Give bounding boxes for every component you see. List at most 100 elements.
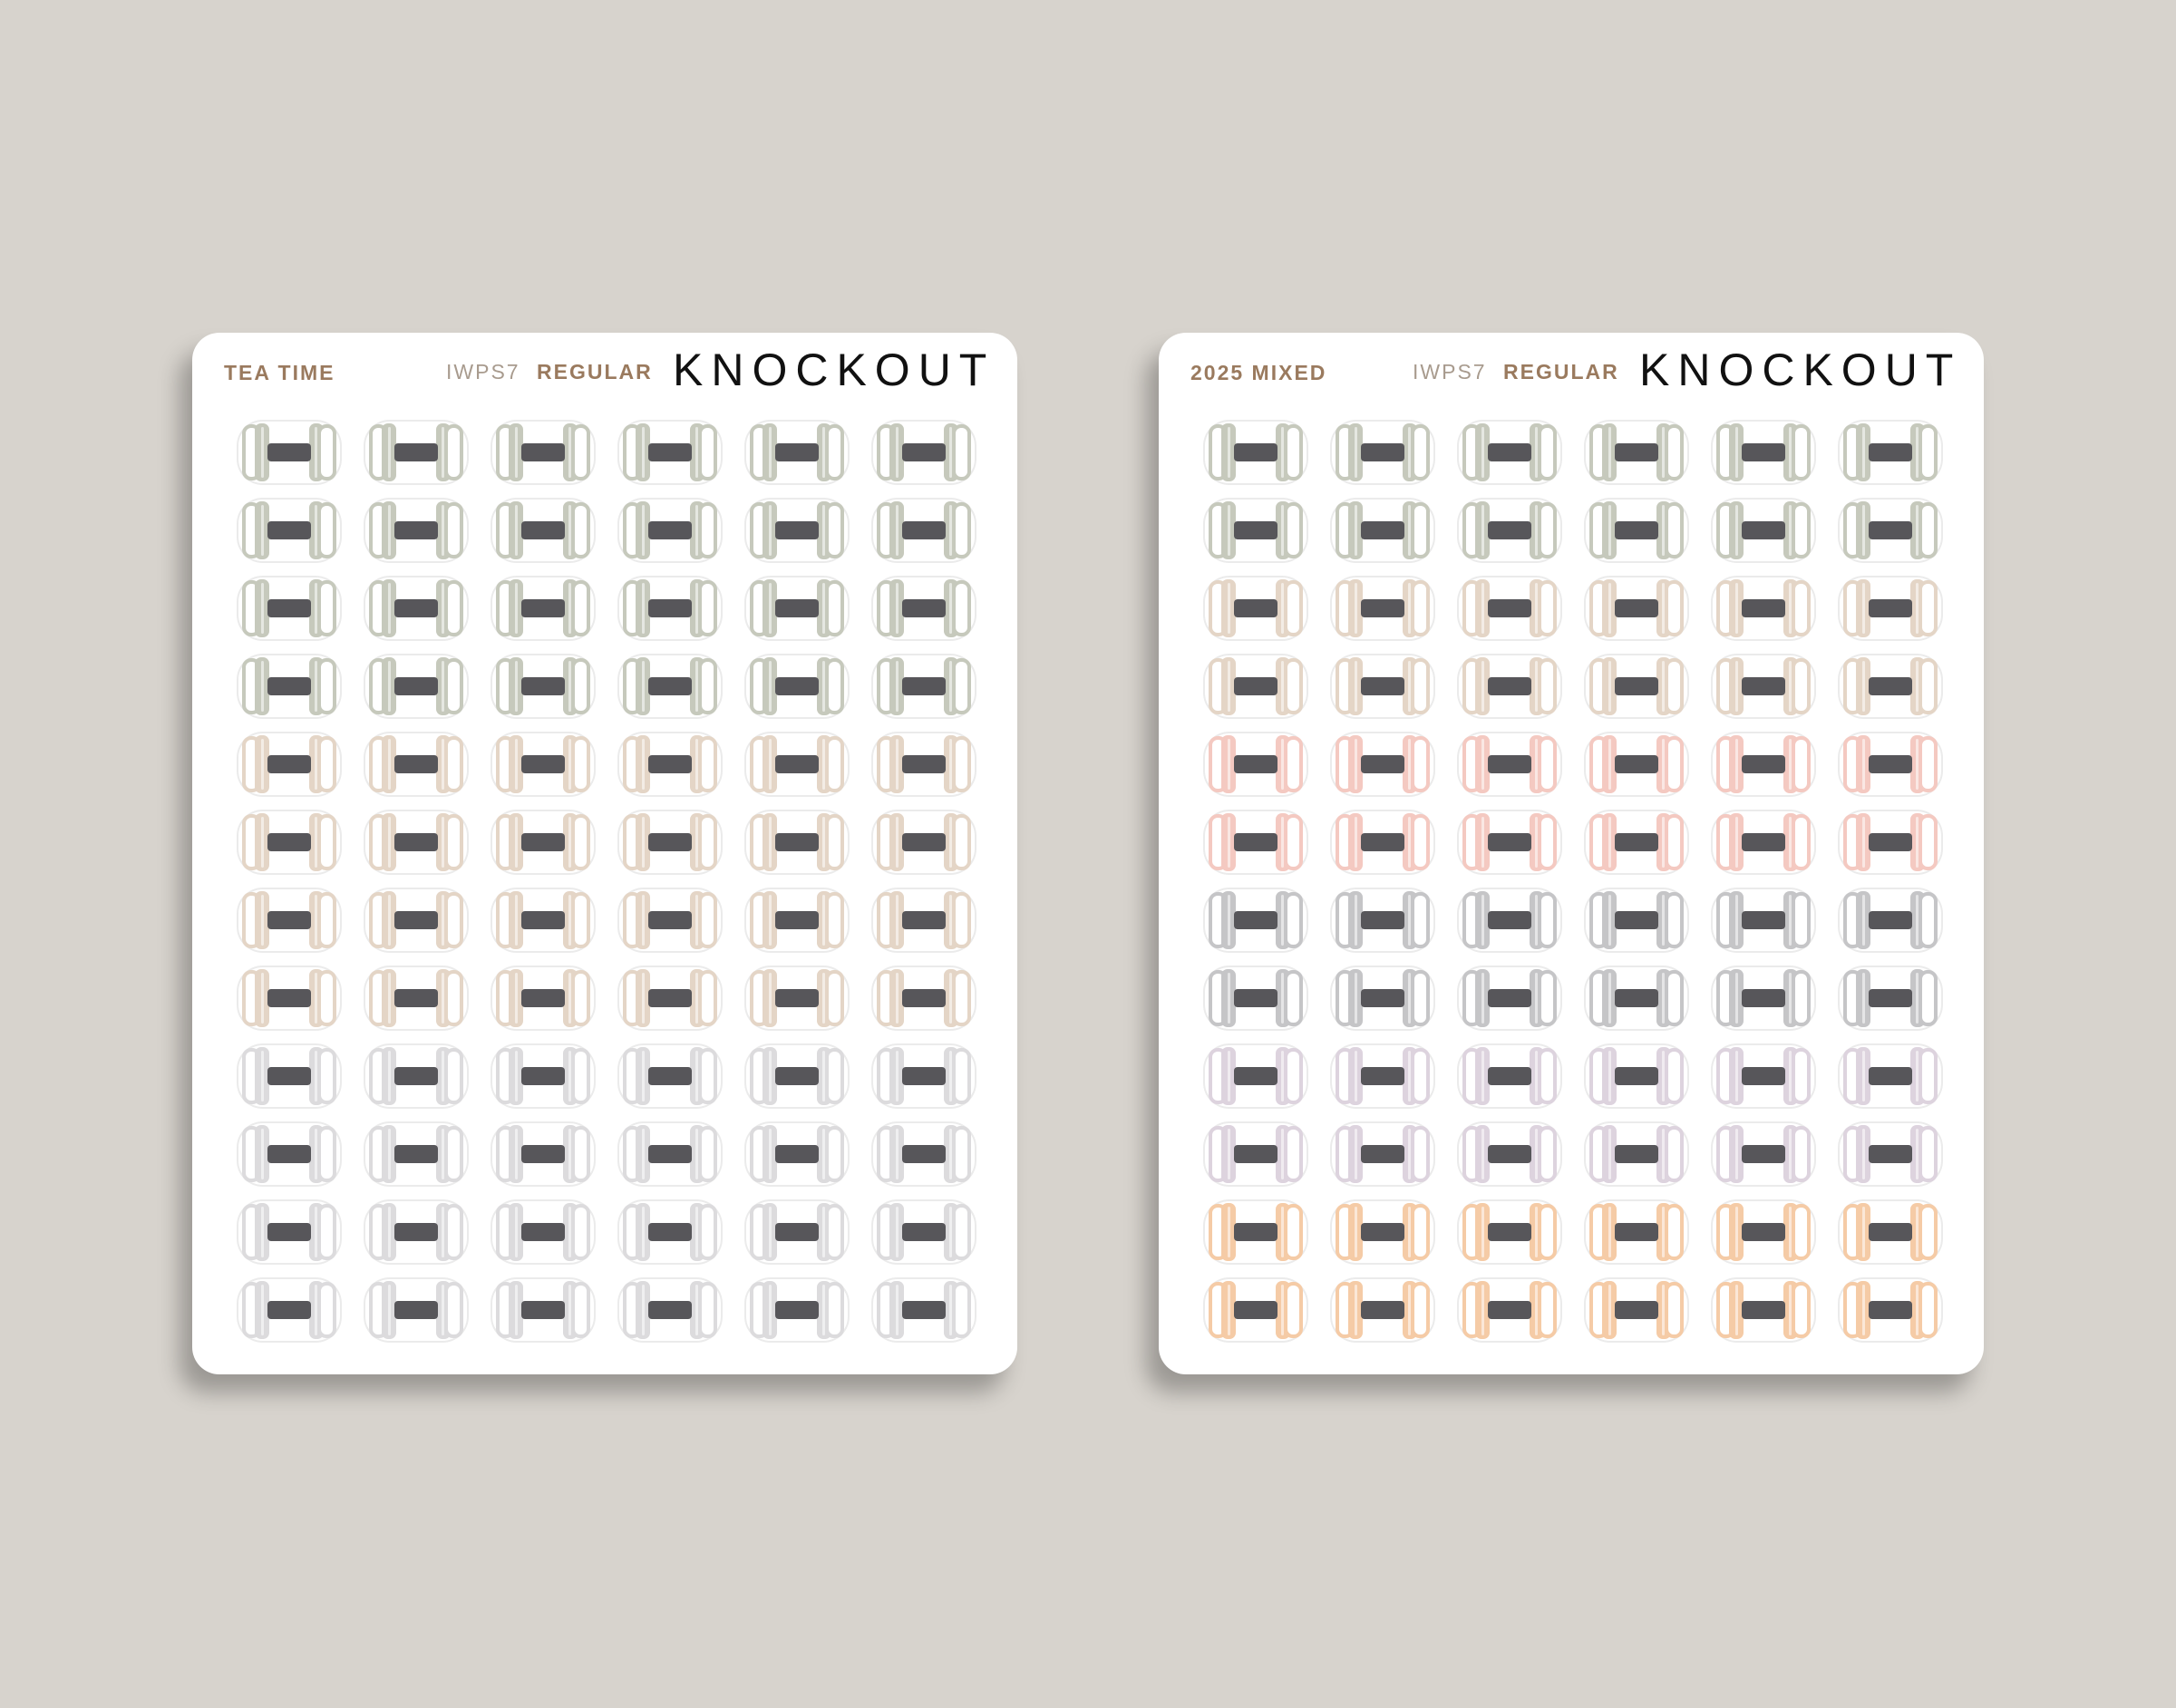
dumbbell-sticker [1709, 496, 1818, 565]
dumbbell-sticker [1709, 886, 1818, 955]
dumbbell-sticker [1328, 1120, 1437, 1189]
dumbbell-sticker [489, 886, 597, 955]
dumbbell-icon [491, 576, 596, 641]
sheet-code: IWPS7 [446, 360, 520, 383]
dumbbell-icon [1838, 1199, 1943, 1265]
dumbbell-sticker [362, 886, 471, 955]
dumbbell-icon [1203, 966, 1308, 1031]
dumbbell-icon [1711, 576, 1816, 641]
dumbbell-sticker [1455, 1042, 1564, 1111]
dumbbell-icon [1711, 888, 1816, 953]
dumbbell-icon [871, 576, 976, 641]
dumbbell-icon [237, 576, 342, 641]
dumbbell-sticker [235, 1120, 344, 1189]
dumbbell-icon [1330, 732, 1435, 797]
dumbbell-icon [364, 888, 469, 953]
dumbbell-icon [237, 1043, 342, 1109]
dumbbell-sticker [1201, 1198, 1310, 1266]
dumbbell-icon [744, 1199, 850, 1265]
dumbbell-icon [1584, 498, 1689, 563]
sticker-grid [1159, 333, 1984, 1374]
dumbbell-icon [744, 654, 850, 719]
dumbbell-icon [1457, 1199, 1562, 1265]
dumbbell-sticker [1455, 1120, 1564, 1189]
dumbbell-sticker [743, 418, 851, 487]
dumbbell-icon [1584, 966, 1689, 1031]
dumbbell-sticker [616, 808, 724, 877]
dumbbell-icon [1838, 810, 1943, 875]
dumbbell-sticker [869, 1198, 978, 1266]
dumbbell-sticker [489, 808, 597, 877]
dumbbell-icon [744, 576, 850, 641]
dumbbell-sticker [1836, 886, 1945, 955]
dumbbell-icon [1711, 1043, 1816, 1109]
dumbbell-icon [1838, 1121, 1943, 1187]
dumbbell-sticker [869, 652, 978, 721]
dumbbell-sticker [1455, 496, 1564, 565]
dumbbell-sticker [1582, 1198, 1691, 1266]
dumbbell-sticker [1455, 418, 1564, 487]
dumbbell-icon [1203, 1199, 1308, 1265]
dumbbell-sticker [616, 964, 724, 1033]
dumbbell-icon [1711, 420, 1816, 485]
dumbbell-sticker [1201, 496, 1310, 565]
dumbbell-sticker [1455, 964, 1564, 1033]
dumbbell-sticker [743, 886, 851, 955]
dumbbell-sticker [362, 808, 471, 877]
dumbbell-icon [1838, 732, 1943, 797]
dumbbell-sticker [489, 418, 597, 487]
sheet-name: TEA TIME [224, 361, 335, 384]
dumbbell-sticker [235, 1276, 344, 1344]
dumbbell-sticker [235, 808, 344, 877]
dumbbell-sticker [869, 574, 978, 643]
dumbbell-icon [1203, 1043, 1308, 1109]
dumbbell-icon [1330, 1199, 1435, 1265]
dumbbell-sticker [1582, 418, 1691, 487]
dumbbell-sticker [1709, 730, 1818, 799]
dumbbell-sticker [489, 1276, 597, 1344]
sticker-sheet-tea-time: TEA TIME IWPS7 REGULAR KNOCKOUT [192, 333, 1017, 1374]
dumbbell-icon [1584, 1199, 1689, 1265]
dumbbell-icon [364, 810, 469, 875]
dumbbell-icon [1838, 420, 1943, 485]
dumbbell-icon [1711, 498, 1816, 563]
dumbbell-icon [237, 810, 342, 875]
dumbbell-sticker [616, 574, 724, 643]
dumbbell-sticker [1201, 574, 1310, 643]
dumbbell-sticker [1455, 1198, 1564, 1266]
dumbbell-icon [491, 810, 596, 875]
dumbbell-icon [491, 420, 596, 485]
dumbbell-sticker [1201, 886, 1310, 955]
dumbbell-icon [871, 420, 976, 485]
dumbbell-sticker [1201, 1120, 1310, 1189]
dumbbell-sticker [1709, 418, 1818, 487]
dumbbell-icon [1330, 966, 1435, 1031]
dumbbell-icon [1711, 1121, 1816, 1187]
dumbbell-sticker [616, 1042, 724, 1111]
dumbbell-icon [364, 498, 469, 563]
dumbbell-icon [491, 1199, 596, 1265]
dumbbell-sticker [1709, 652, 1818, 721]
dumbbell-sticker [1201, 808, 1310, 877]
dumbbell-icon [1838, 1277, 1943, 1343]
dumbbell-sticker [743, 964, 851, 1033]
dumbbell-icon [364, 732, 469, 797]
dumbbell-sticker [235, 1198, 344, 1266]
dumbbell-sticker [489, 1042, 597, 1111]
dumbbell-sticker [1328, 1276, 1437, 1344]
dumbbell-sticker [489, 652, 597, 721]
dumbbell-icon [744, 1121, 850, 1187]
dumbbell-icon [617, 732, 723, 797]
dumbbell-sticker [743, 574, 851, 643]
dumbbell-sticker [1328, 496, 1437, 565]
dumbbell-icon [237, 1121, 342, 1187]
dumbbell-sticker [743, 652, 851, 721]
dumbbell-sticker [1201, 1276, 1310, 1344]
dumbbell-icon [364, 654, 469, 719]
dumbbell-sticker [1455, 808, 1564, 877]
dumbbell-sticker [1582, 1120, 1691, 1189]
dumbbell-sticker [1328, 886, 1437, 955]
dumbbell-sticker [1709, 808, 1818, 877]
dumbbell-sticker [1836, 652, 1945, 721]
dumbbell-icon [871, 1121, 976, 1187]
